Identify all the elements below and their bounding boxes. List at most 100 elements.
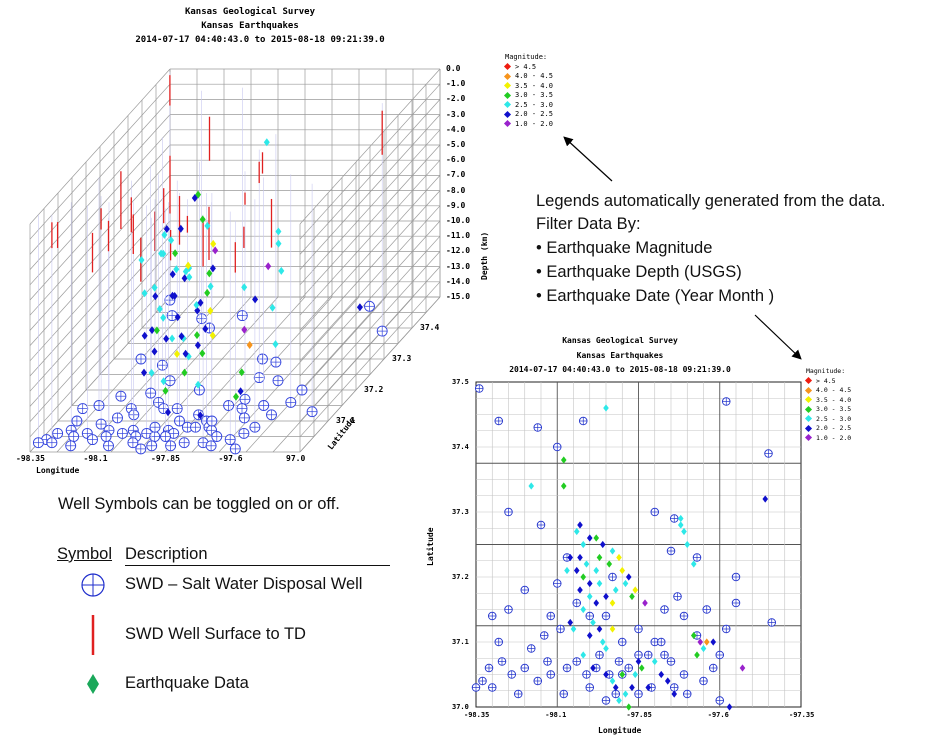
well-marker [128, 409, 140, 421]
arrow-to-legend-top [563, 136, 613, 182]
symbol-row-label: SWD – Salt Water Disposal Well [125, 575, 363, 593]
well-marker [71, 415, 83, 427]
legend-label: 3.0 - 3.5 [515, 91, 553, 100]
grid-line [299, 220, 441, 377]
well-marker [617, 637, 627, 647]
well-marker [582, 670, 591, 679]
chart2d-x-tick: -97.85 [626, 711, 652, 719]
well-marker [296, 384, 308, 396]
legend-label: 1.0 - 2.0 [816, 433, 852, 442]
chart3d-z-tick: 0.0 [446, 64, 461, 73]
earthquake-point [161, 230, 168, 239]
chart3d-z-tick: -13.0 [446, 261, 471, 271]
legend-swatch-icon [804, 386, 813, 394]
description-header: Description [125, 545, 208, 563]
well-marker [679, 670, 689, 679]
chart3d-subtitle: Kansas Earthquakes [201, 21, 299, 31]
well-marker [721, 397, 731, 406]
grid-line [218, 296, 360, 453]
legend-swatch-icon [804, 424, 813, 432]
grid-line [299, 159, 441, 316]
well-marker [238, 427, 250, 439]
chart2d-x-tick: -98.1 [545, 711, 567, 719]
legend-swatch-icon [804, 396, 813, 404]
well-marker [206, 415, 218, 427]
well-marker [224, 434, 236, 446]
well-marker [699, 676, 708, 686]
well-marker [539, 631, 549, 640]
well-marker [190, 421, 201, 433]
well-marker [692, 631, 702, 640]
chart2d-title: Kansas Geological Survey [562, 336, 678, 345]
well-marker [306, 406, 318, 418]
chart2d-date-range: 2014-07-17 04:40:43.0 to 2015-08-18 09:2… [509, 365, 731, 374]
well-marker [595, 650, 604, 660]
earthquake-point [238, 368, 245, 377]
well-marker [527, 644, 536, 653]
earthquake-point [199, 349, 206, 358]
well-marker [601, 696, 611, 705]
legend-item: 1.0 - 2.0 [804, 433, 852, 443]
earthquake-point [171, 292, 178, 300]
earthquake-point [246, 341, 253, 349]
earthquake-point [148, 368, 155, 377]
well-marker [484, 663, 494, 673]
earthquake-point [191, 194, 198, 202]
earthquake-point [204, 288, 211, 297]
well-marker [181, 421, 193, 433]
earthquake-point [194, 341, 201, 350]
well-marker [660, 650, 669, 660]
earthquake-point [278, 266, 285, 275]
well-marker [100, 431, 112, 442]
earthquake-point [263, 138, 270, 147]
grid-line [299, 190, 441, 346]
filter-heading: Filter Data By: [536, 215, 641, 233]
well-marker [692, 553, 702, 562]
earthquake-point [210, 239, 217, 248]
well-marker [77, 403, 89, 415]
legend-swatch-icon [804, 405, 813, 413]
well-marker [578, 416, 588, 426]
well-marker [552, 442, 562, 452]
earthquake-point [265, 262, 272, 271]
earthquake-point [151, 347, 158, 356]
well-marker [546, 670, 555, 679]
earthquake-point [141, 289, 148, 298]
chart2d-y-tick: 37.0 [452, 703, 469, 711]
chart3d-x-tick: -98.1 [83, 454, 108, 463]
symbol-row-label: SWD Well Surface to TD [125, 625, 306, 643]
well-marker [715, 696, 724, 705]
legend-swatch-icon [804, 415, 813, 423]
earthquake-point [174, 350, 180, 358]
legend-item: 2.0 - 2.5 [804, 424, 851, 434]
well-marker [223, 400, 235, 411]
well-marker [165, 440, 177, 452]
well-marker [364, 300, 375, 312]
earthquake-point [153, 326, 160, 335]
well-marker [601, 611, 611, 621]
earthquake-point [269, 303, 276, 312]
well-marker [135, 443, 147, 455]
earthquake-point [182, 267, 189, 276]
grid-line [29, 129, 171, 286]
legend-swatch-icon [804, 434, 813, 442]
well-marker [559, 689, 568, 699]
legend-swatch-icon [804, 377, 813, 385]
well-marker [764, 449, 773, 458]
earthquake-point [138, 256, 145, 264]
legend-label: > 4.5 [816, 376, 836, 385]
chart3d-x-tick: 97.0 [286, 454, 306, 463]
chart3d-y-tick: 37.2 [364, 385, 384, 394]
earthquake-point [206, 269, 213, 278]
earthquake-point [163, 334, 170, 343]
arrow-to-legend-bottom [754, 314, 802, 360]
earthquake-point [241, 325, 248, 334]
well-marker [95, 418, 107, 430]
chart3d-plot [29, 68, 441, 455]
earthquake-point [209, 264, 216, 273]
well-marker [46, 437, 58, 449]
legend-item: > 4.5 [503, 62, 553, 72]
grid-line [29, 68, 171, 225]
legend-label: 4.0 - 4.5 [816, 386, 852, 395]
